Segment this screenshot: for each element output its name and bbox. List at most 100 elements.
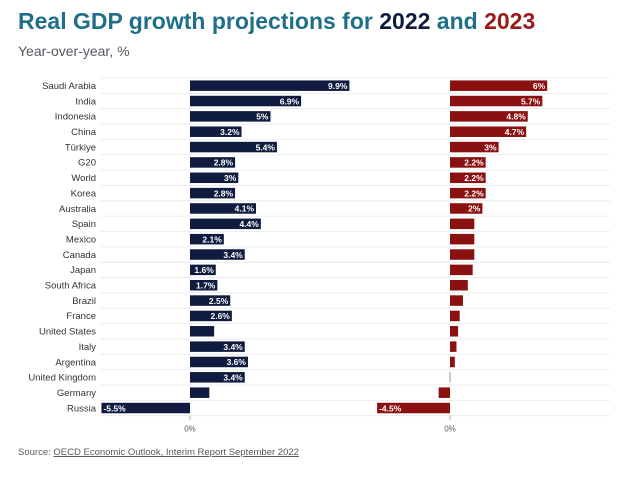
bar-2023-russia xyxy=(377,402,450,414)
category-label-world: World xyxy=(71,173,96,184)
data-label-2022-japan: 1.6% xyxy=(194,265,214,275)
category-label-korea: Korea xyxy=(71,188,97,199)
bar-2023-world xyxy=(450,172,486,184)
category-label-united-states: United States xyxy=(39,327,96,338)
bar-2023-t-rkiye xyxy=(450,141,499,153)
data-label-2022-world: 3% xyxy=(224,173,237,183)
bar-2023-canada xyxy=(450,249,475,260)
data-label-2022-china: 3.2% xyxy=(220,127,240,137)
bar-2023-korea xyxy=(450,187,486,199)
category-label-italy: Italy xyxy=(79,342,97,353)
bar-2022-spain xyxy=(190,218,261,230)
bar-2022-united-states xyxy=(190,326,215,337)
category-label-canada: Canada xyxy=(63,250,97,261)
bar-2023-mexico xyxy=(450,233,475,245)
bar-2022-italy xyxy=(190,341,245,352)
bar-2022-canada xyxy=(190,249,245,260)
data-label-2023-india: 5.7% xyxy=(521,96,541,106)
bar-2023-china xyxy=(450,126,527,137)
bar-2022-indonesia xyxy=(190,111,271,122)
category-label-argentina: Argentina xyxy=(55,357,96,368)
bar-2022-korea xyxy=(190,187,236,199)
bar-2022-t-rkiye xyxy=(190,141,277,153)
bar-2023-spain xyxy=(450,218,475,230)
data-label-2022-spain: 4.4% xyxy=(239,219,259,229)
bar-2022-saudi-arabia xyxy=(190,80,350,91)
category-label-saudi-arabia: Saudi Arabia xyxy=(42,81,97,92)
data-label-2022-mexico: 2.1% xyxy=(202,234,222,244)
category-label-brazil: Brazil xyxy=(72,296,96,307)
data-label-2022-italy: 3.4% xyxy=(223,342,243,352)
bar-2022-argentina xyxy=(190,356,248,368)
data-label-2022-t-rkiye: 5.4% xyxy=(256,142,276,152)
data-label-2022-canada: 3.4% xyxy=(223,250,243,260)
category-label-t-rkiye: Türkiye xyxy=(65,142,96,153)
chart-title: Real GDP growth projections for 2022 and… xyxy=(18,8,535,35)
source-label: Source: xyxy=(18,447,54,458)
bar-2022-united-kingdom xyxy=(190,372,245,383)
title-year-2023: 2023 xyxy=(484,8,536,34)
zero-tick-label-2022: 0% xyxy=(184,425,196,434)
category-label-indonesia: Indonesia xyxy=(55,112,97,123)
bar-2023-india xyxy=(450,95,543,107)
bar-2023-argentina xyxy=(450,356,455,368)
data-label-2022-argentina: 3.6% xyxy=(227,357,247,367)
bar-2022-brazil xyxy=(190,295,231,306)
bar-2023-indonesia xyxy=(450,111,528,122)
bar-2023-australia xyxy=(450,203,483,214)
category-label-japan: Japan xyxy=(70,265,96,276)
bar-2022-germany xyxy=(190,387,210,398)
bar-2023-south-africa xyxy=(450,279,468,291)
bar-2022-g20 xyxy=(190,157,236,168)
bar-2022-russia xyxy=(101,402,190,414)
category-label-germany: Germany xyxy=(57,388,96,399)
data-label-2022-south-africa: 1.7% xyxy=(196,280,216,290)
bar-2023-italy xyxy=(450,341,457,352)
data-label-2022-united-kingdom: 3.4% xyxy=(223,373,243,383)
category-label-india: India xyxy=(75,96,96,107)
bar-2023-united-states xyxy=(450,326,459,337)
source-link[interactable]: OECD Economic Outlook, Interim Report Se… xyxy=(53,447,299,458)
bar-2023-germany xyxy=(438,387,450,398)
category-label-spain: Spain xyxy=(72,219,96,230)
bar-2023-france xyxy=(450,310,460,322)
data-label-2023-indonesia: 4.8% xyxy=(506,112,526,122)
data-label-2023-korea: 2.2% xyxy=(464,188,484,198)
category-label-mexico: Mexico xyxy=(66,234,96,245)
chart-subtitle: Year-over-year, % xyxy=(18,43,130,59)
bar-2022-china xyxy=(190,126,242,137)
zero-tick-label-2023: 0% xyxy=(444,425,456,434)
category-label-australia: Australia xyxy=(59,204,97,215)
data-label-2022-india: 6.9% xyxy=(280,96,300,106)
data-label-2022-g20: 2.8% xyxy=(214,158,234,168)
data-label-2022-france: 2.6% xyxy=(210,311,230,321)
data-label-2022-indonesia: 5% xyxy=(256,112,269,122)
data-label-2023-g20: 2.2% xyxy=(464,158,484,168)
data-label-2022-saudi-arabia: 9.9% xyxy=(328,81,348,91)
bar-2022-australia xyxy=(190,203,257,214)
bar-2022-japan xyxy=(190,264,216,276)
data-label-2022-brazil: 2.5% xyxy=(209,296,229,306)
category-label-russia: Russia xyxy=(67,403,97,414)
title-year-2022: 2022 xyxy=(379,8,431,34)
data-label-2022-russia: -5.5% xyxy=(103,403,126,413)
data-label-2023-t-rkiye: 3% xyxy=(484,142,497,152)
bar-2023-brazil xyxy=(450,295,463,306)
data-label-2022-australia: 4.1% xyxy=(235,204,255,214)
data-label-2023-australia: 2% xyxy=(468,204,481,214)
bar-2022-india xyxy=(190,95,302,107)
bar-2023-japan xyxy=(450,264,473,276)
category-label-united-kingdom: United Kingdom xyxy=(28,373,96,384)
bar-2023-saudi-arabia xyxy=(450,80,548,91)
title-and: and xyxy=(430,8,485,34)
bar-2022-france xyxy=(190,310,232,322)
bar-2022-mexico xyxy=(190,233,224,245)
data-label-2023-saudi-arabia: 6% xyxy=(533,81,546,91)
bar-chart: Saudi Arabia India Indonesia China Türkiye G2… xyxy=(28,77,610,434)
title-prefix: Real GDP growth projections for xyxy=(18,8,380,34)
category-label-g20: G20 xyxy=(78,158,96,169)
data-label-2023-russia: -4.5% xyxy=(379,403,402,413)
category-label-france: France xyxy=(66,311,96,322)
category-label-china: China xyxy=(71,127,97,138)
data-label-2023-world: 2.2% xyxy=(464,173,484,183)
